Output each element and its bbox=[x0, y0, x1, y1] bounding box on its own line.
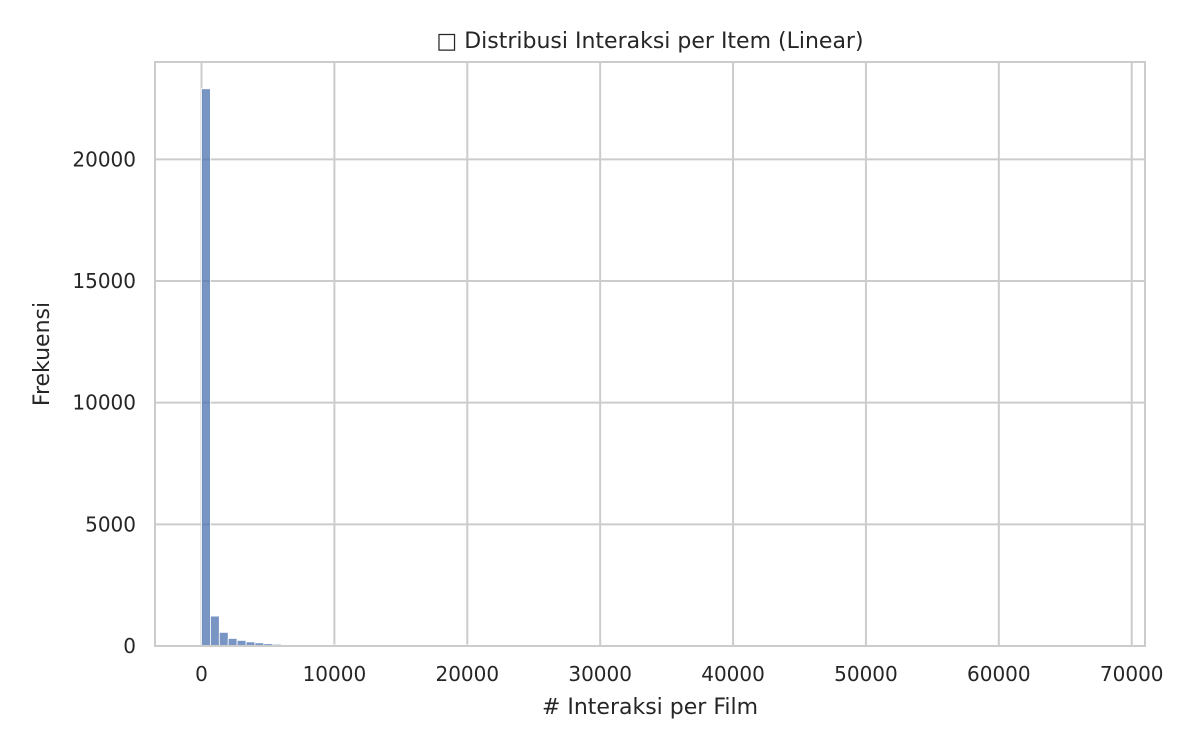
plot-frame bbox=[154, 61, 1146, 647]
x-axis-label: # Interaksi per Film bbox=[542, 695, 758, 720]
chart-title: □ Distribusi Interaksi per Item (Linear) bbox=[436, 29, 863, 54]
grid-lines bbox=[155, 62, 1145, 647]
y-tick-label: 15000 bbox=[72, 269, 136, 293]
histogram-bar bbox=[227, 638, 238, 647]
x-tick-label: 0 bbox=[195, 662, 208, 686]
y-tick-label: 0 bbox=[123, 634, 136, 658]
x-tick-label: 60000 bbox=[967, 662, 1031, 686]
y-tick-label: 20000 bbox=[72, 147, 136, 171]
histogram-bar bbox=[210, 615, 220, 647]
y-tick-label: 10000 bbox=[72, 391, 136, 415]
x-tick-label: 20000 bbox=[435, 662, 499, 686]
x-tick-label: 50000 bbox=[834, 662, 898, 686]
x-tick-label: 30000 bbox=[568, 662, 632, 686]
histogram-bar bbox=[201, 88, 211, 647]
x-tick-label: 10000 bbox=[303, 662, 367, 686]
x-tick-label: 40000 bbox=[701, 662, 765, 686]
x-axis-ticks: 0 10000 20000 30000 40000 50000 60000 70000 bbox=[195, 662, 1163, 686]
x-tick-label: 70000 bbox=[1100, 662, 1164, 686]
y-tick-label: 5000 bbox=[85, 512, 136, 536]
histogram-bar bbox=[218, 631, 229, 647]
y-axis-ticks: 0 5000 10000 15000 20000 bbox=[72, 147, 136, 658]
y-axis-label: Frekuensi bbox=[30, 302, 55, 406]
